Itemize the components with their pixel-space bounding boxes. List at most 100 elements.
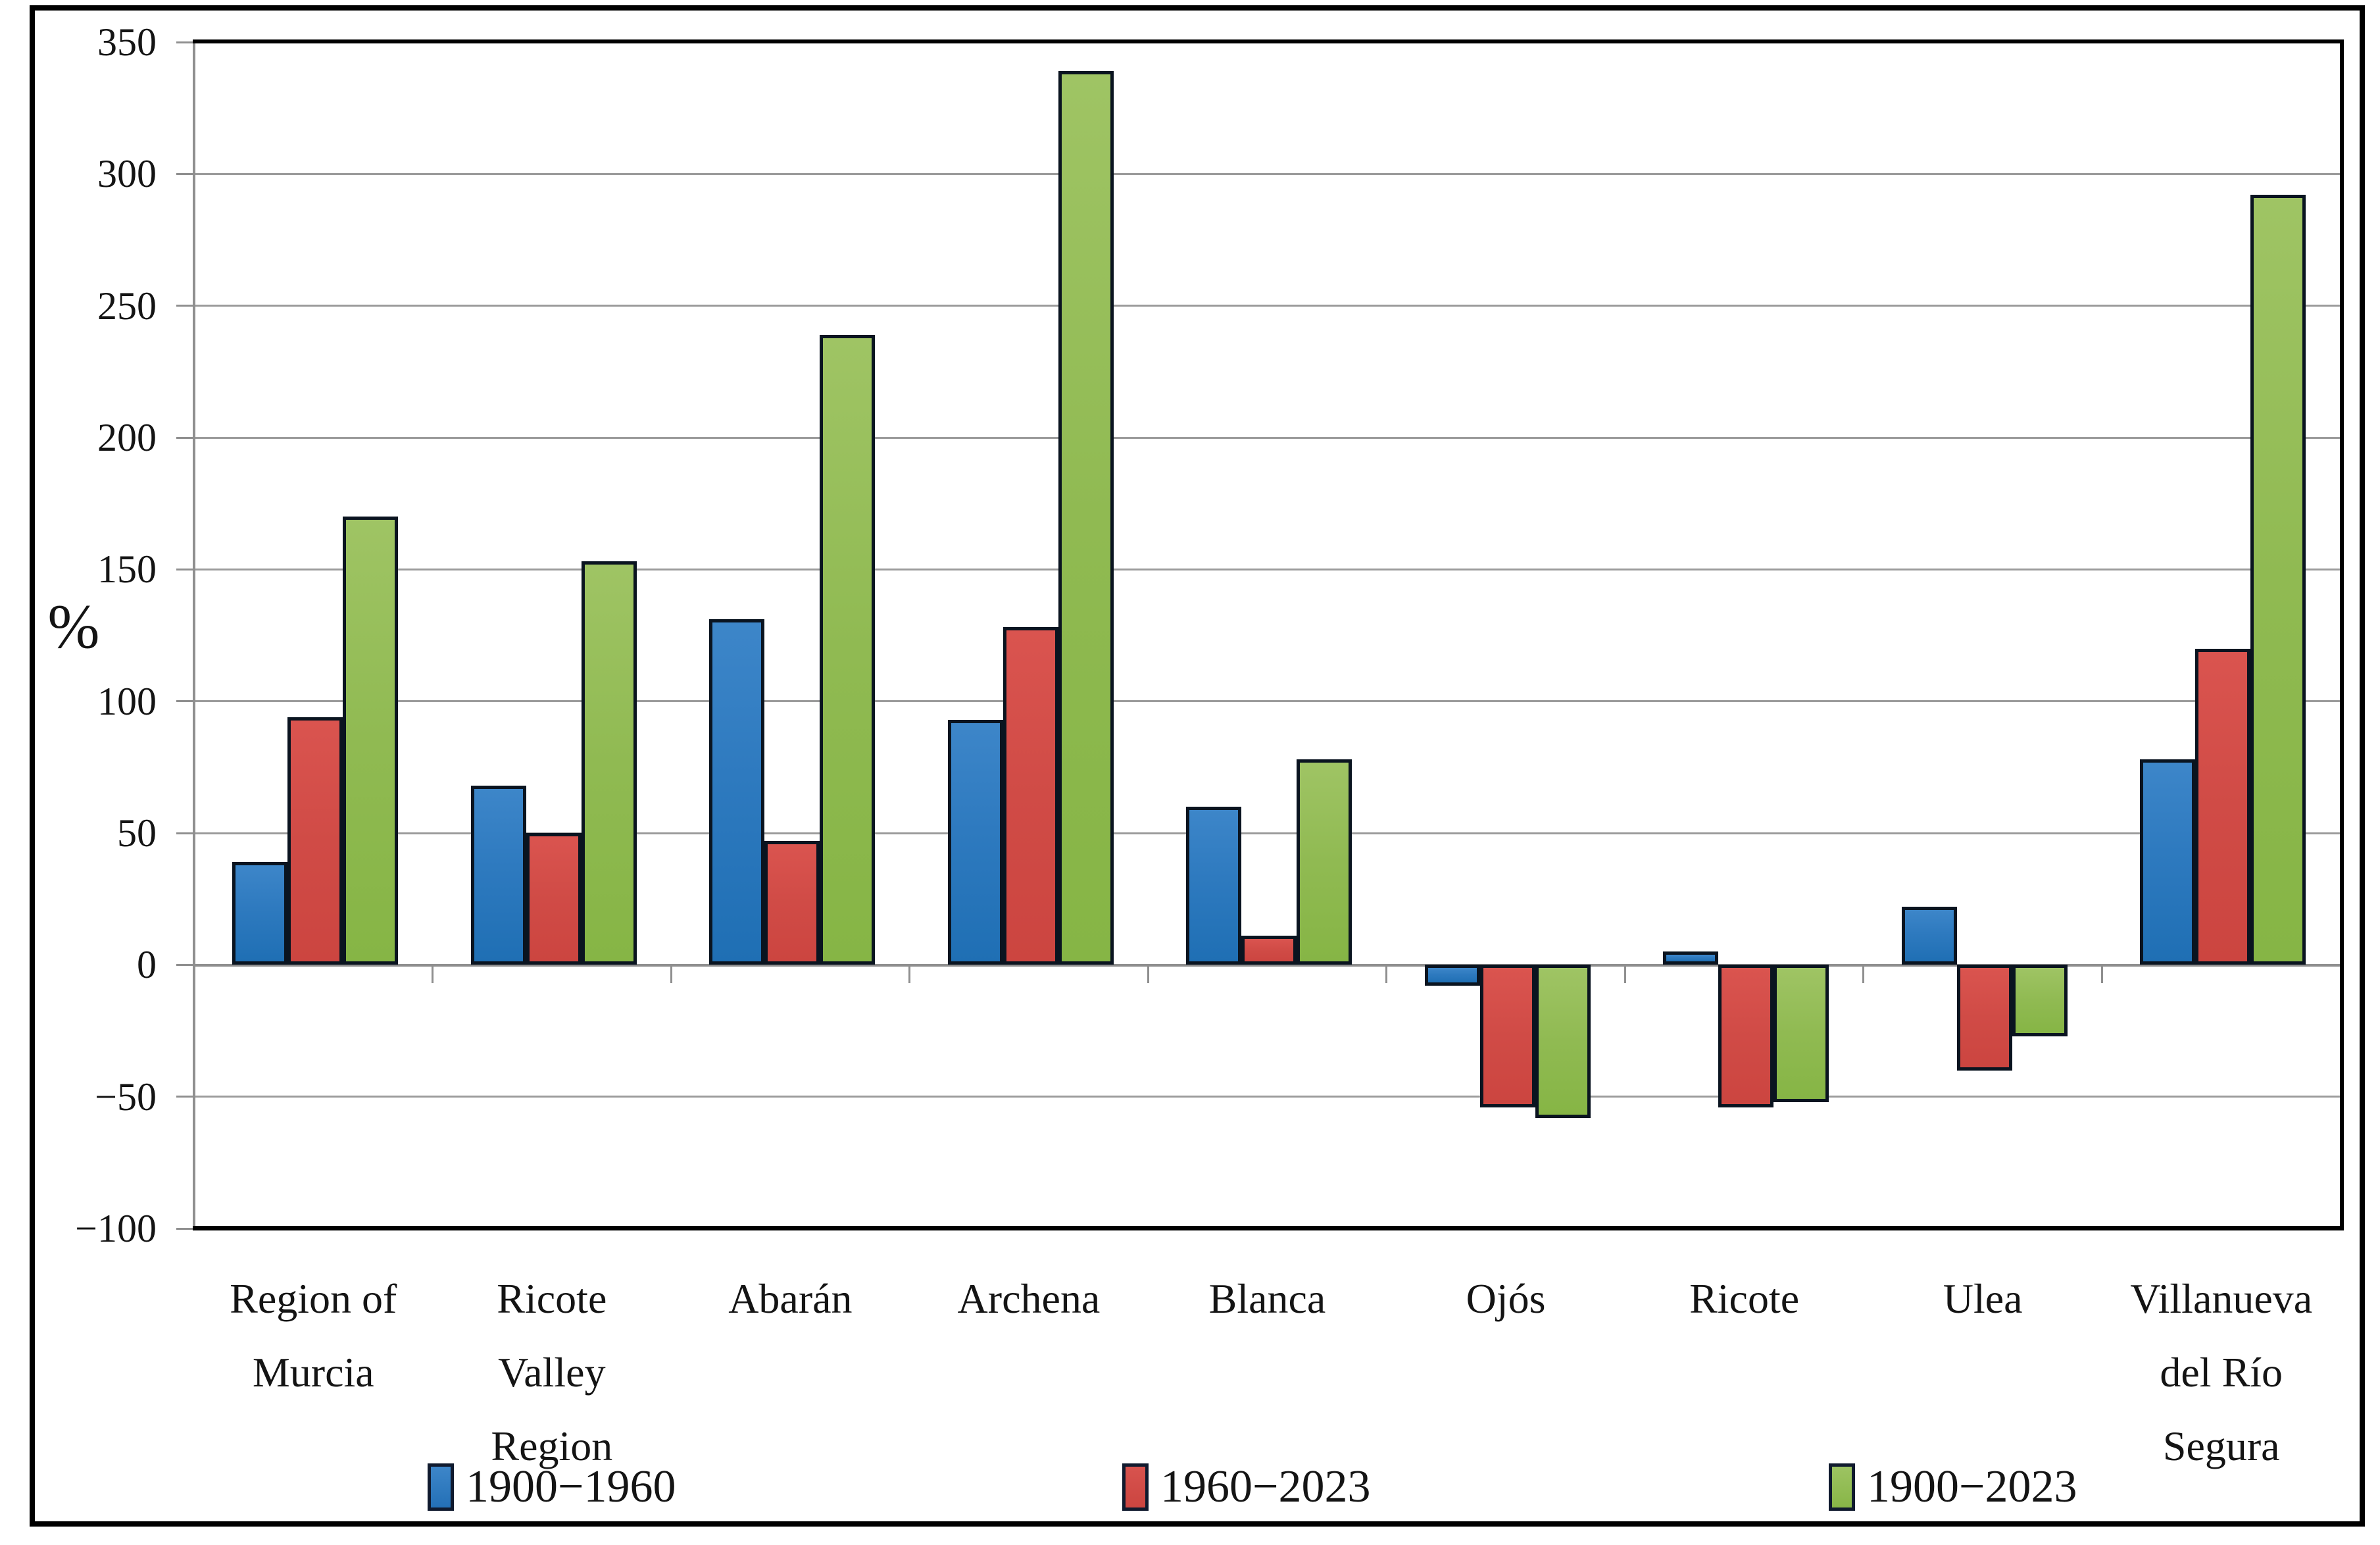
x-axis-tick [432, 965, 434, 984]
x-axis-label: Ulea [1864, 1262, 2102, 1336]
bar-1900-1960-archena [947, 719, 1003, 965]
legend-item: 1900−1960 [428, 1459, 676, 1515]
x-axis-label-line: Ricote [497, 1275, 607, 1322]
gridline [194, 305, 2341, 307]
bar-1900-1960-blanca [1186, 806, 1242, 965]
x-axis-label: Ojós [1387, 1262, 1625, 1336]
bar-1900-2023-archena [1058, 71, 1114, 965]
y-axis-tick-label: 150 [97, 547, 157, 592]
legend-swatch-icon [428, 1463, 454, 1511]
y-axis-tick [176, 568, 194, 570]
y-axis-title: % [47, 592, 100, 661]
bar-1900-2023-ulea [2012, 965, 2068, 1036]
y-axis-tick-label: 200 [97, 416, 157, 459]
bar-1900-1960-region-of-murcia [232, 862, 287, 965]
y-axis-tick-label: 50 [117, 811, 157, 855]
legend-swatch-icon [1829, 1463, 1855, 1511]
x-axis-label-line: Ojós [1466, 1275, 1546, 1322]
bar-1900-1960-ricote [1663, 951, 1719, 965]
bar-1900-2023-abar-n [820, 334, 876, 965]
gridline [194, 568, 2341, 570]
bar-1960-2023-ricote-valley-region [526, 833, 582, 965]
x-axis-tick [193, 965, 195, 984]
bar-1900-1960-ulea [1901, 907, 1957, 965]
y-axis-tick-label: 300 [97, 152, 157, 196]
y-axis-tick-label: 250 [97, 284, 157, 328]
bar-1960-2023-ricote [1718, 965, 1774, 1107]
y-axis-tick-label: −50 [95, 1075, 157, 1119]
y-axis-line [193, 42, 195, 1227]
bar-1900-2023-ricote-valley-region [581, 561, 637, 965]
figure-border [30, 5, 2365, 1527]
y-axis-tick [176, 1227, 194, 1230]
bar-1900-2023-region-of-murcia [343, 517, 398, 965]
y-axis-tick [176, 832, 194, 834]
x-axis-label: Ricote [1625, 1262, 1864, 1336]
x-axis-tick [2100, 965, 2103, 984]
plot-border-right [2340, 39, 2344, 1230]
x-axis-zero-line [194, 963, 2341, 967]
x-axis-label-line: Region [491, 1423, 613, 1469]
x-axis-label-line: Villanueva [2130, 1275, 2313, 1322]
x-axis-label-line: del Río [2160, 1349, 2283, 1396]
bar-1960-2023-abar-n [764, 841, 820, 965]
plot-border-bottom [193, 1226, 2344, 1230]
x-axis-tick [1624, 965, 1626, 984]
bar-1900-2023-villanueva-del-r-o-segura [2250, 195, 2306, 965]
x-axis-label-line: Abarán [728, 1275, 853, 1322]
x-axis-label-line: Blanca [1208, 1275, 1326, 1322]
y-axis-tick-label: −100 [75, 1207, 157, 1250]
x-axis-label: Abarán [671, 1262, 910, 1336]
x-axis-label: Archena [910, 1262, 1149, 1336]
y-axis-tick-label: 100 [97, 679, 157, 723]
gridline [194, 172, 2341, 175]
bar-1960-2023-villanueva-del-r-o-segura [2195, 648, 2251, 965]
x-axis-tick [908, 965, 911, 984]
legend-swatch-icon [1122, 1463, 1149, 1511]
x-axis-tick [1147, 965, 1149, 984]
bar-1960-2023-ulea [1956, 965, 2012, 1071]
x-axis-tick [1385, 965, 1388, 984]
y-axis-tick [176, 1096, 194, 1098]
x-axis-label: Ricote Valley Region [433, 1262, 672, 1483]
legend-label: 1900−2023 [1867, 1461, 2077, 1512]
x-axis-label: Region of Murcia [194, 1262, 433, 1409]
y-axis-tick [176, 172, 194, 175]
x-axis-label-line: Region of [230, 1275, 397, 1322]
legend-item: 1960−2023 [1122, 1459, 1370, 1515]
bar-1960-2023-region-of-murcia [287, 717, 343, 965]
bar-1900-1960-oj-s [1424, 965, 1480, 986]
gridline [194, 832, 2341, 834]
y-axis-tick [176, 305, 194, 307]
y-axis-tick-label: 0 [137, 943, 157, 987]
bar-1900-2023-ricote [1773, 965, 1829, 1102]
y-axis-tick [176, 436, 194, 439]
y-axis-tick [176, 700, 194, 703]
bar-1900-1960-abar-n [709, 619, 765, 965]
x-axis-label: Blanca [1148, 1262, 1387, 1336]
y-axis-tick-label: 350 [97, 20, 157, 64]
x-axis-label-line: Segura [2162, 1423, 2280, 1469]
x-axis-label-line: Archena [957, 1275, 1101, 1322]
x-axis-tick [1862, 965, 1865, 984]
x-axis-label-line: Murcia [252, 1349, 374, 1396]
legend-item: 1900−2023 [1829, 1459, 2077, 1515]
bar-1900-1960-villanueva-del-r-o-segura [2140, 759, 2196, 965]
gridline [194, 1096, 2341, 1098]
bar-1960-2023-blanca [1241, 936, 1297, 965]
x-axis-label-line: Ulea [1943, 1275, 2023, 1322]
bar-1900-2023-oj-s [1535, 965, 1591, 1118]
x-axis-label-line: Valley [498, 1349, 606, 1396]
y-axis-tick [176, 41, 194, 43]
bar-1960-2023-archena [1003, 627, 1058, 965]
bar-1900-1960-ricote-valley-region [470, 785, 526, 965]
x-axis-label: Villanueva del Río Segura [2102, 1262, 2341, 1483]
x-axis-tick [670, 965, 672, 984]
plot-border-top [193, 39, 2344, 43]
gridline [194, 700, 2341, 703]
legend-label: 1900−1960 [466, 1461, 676, 1512]
x-axis-label-line: Ricote [1689, 1275, 1800, 1322]
gridline [194, 436, 2341, 439]
bar-1900-2023-blanca [1297, 759, 1352, 965]
